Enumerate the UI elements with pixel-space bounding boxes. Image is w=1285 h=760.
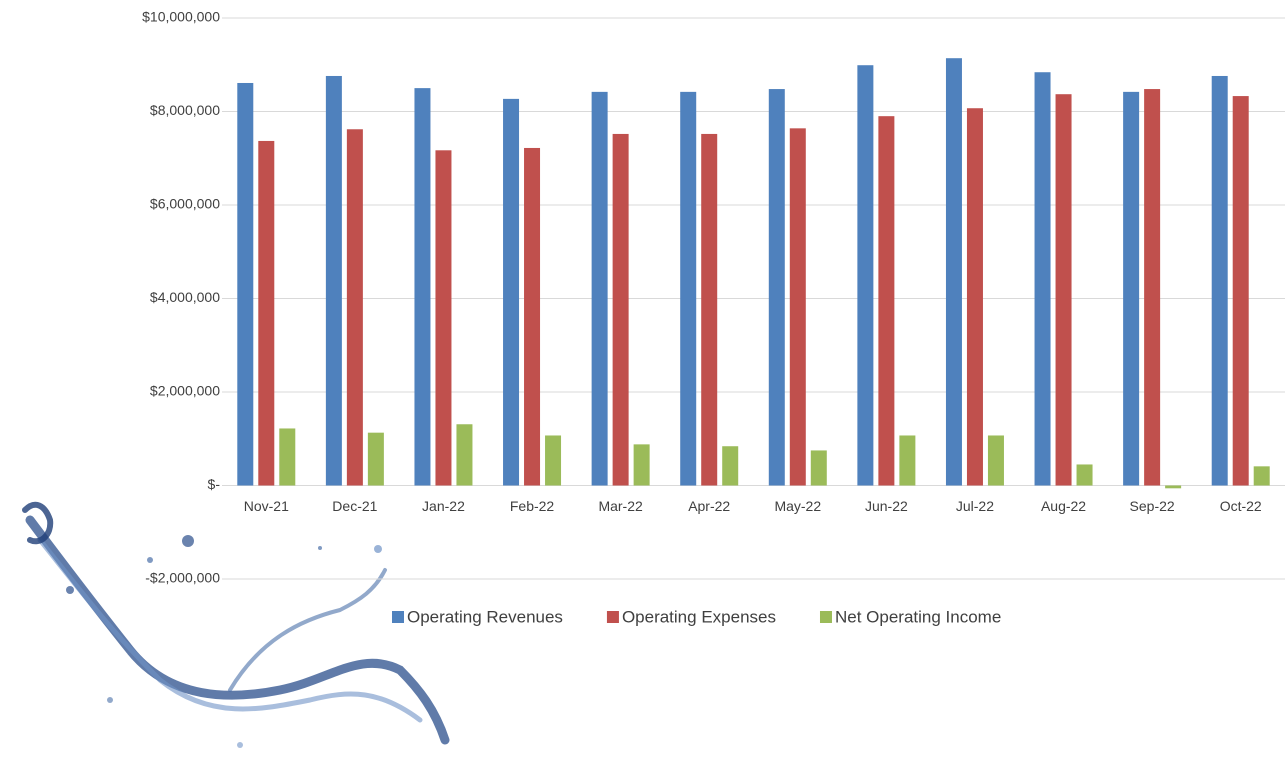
bar	[1211, 75, 1228, 486]
bar	[612, 133, 629, 486]
bar	[435, 150, 452, 486]
x-tick-label: Mar-22	[598, 498, 643, 514]
legend-swatch	[392, 611, 404, 623]
y-tick-label: $10,000,000	[142, 9, 220, 25]
bar	[545, 435, 562, 486]
bar	[945, 58, 962, 486]
x-tick-label: Aug-22	[1041, 498, 1086, 514]
bar	[237, 82, 254, 486]
bar	[591, 91, 608, 486]
bar	[367, 432, 384, 486]
bar	[279, 428, 296, 486]
legend-label: Net Operating Income	[835, 607, 1001, 626]
bar	[1232, 96, 1249, 486]
bar	[857, 65, 874, 486]
x-tick-label: May-22	[774, 498, 821, 514]
legend-label: Operating Revenues	[407, 607, 563, 626]
x-tick-label: Sep-22	[1130, 498, 1175, 514]
legend-swatch	[606, 611, 619, 623]
x-tick-label: Nov-21	[244, 498, 289, 514]
bar	[524, 147, 541, 486]
y-tick-label: $4,000,000	[150, 289, 220, 305]
legend-swatch	[819, 611, 832, 623]
bar	[1123, 91, 1140, 486]
bar	[456, 424, 473, 486]
legend-label: Operating Expenses	[622, 607, 776, 626]
x-tick-label: Oct-22	[1220, 498, 1262, 514]
y-tick-label: $-	[208, 476, 221, 492]
bar	[701, 133, 718, 486]
bar	[878, 116, 895, 486]
bar	[1055, 94, 1072, 486]
bar	[633, 444, 650, 486]
x-tick-label: Dec-21	[332, 498, 377, 514]
bar	[1253, 466, 1270, 486]
bar	[789, 128, 806, 486]
x-tick-label: Jan-22	[422, 498, 465, 514]
bar	[680, 91, 697, 486]
x-tick-label: Feb-22	[510, 498, 555, 514]
bar	[1165, 485, 1182, 489]
x-tick-label: Jul-22	[956, 498, 994, 514]
bar	[768, 89, 785, 486]
bar	[346, 129, 363, 486]
bar	[810, 450, 827, 486]
bar	[987, 435, 1004, 486]
y-tick-label: $6,000,000	[150, 196, 220, 212]
x-tick-label: Jun-22	[865, 498, 908, 514]
bar	[1034, 72, 1051, 486]
x-tick-label: Apr-22	[688, 498, 730, 514]
y-tick-label: -$2,000,000	[145, 570, 220, 586]
bar	[325, 75, 342, 486]
bar	[899, 435, 916, 486]
bar	[414, 88, 431, 486]
bar	[1076, 464, 1093, 486]
legend: Operating Revenues Operating Expenses Net …	[392, 607, 1001, 626]
y-tick-label: $8,000,000	[150, 102, 220, 118]
y-tick-label: $2,000,000	[150, 383, 220, 399]
bar	[1144, 89, 1161, 486]
bar	[258, 140, 275, 486]
water-splash	[22, 501, 450, 748]
bar	[722, 446, 739, 486]
bar	[503, 98, 520, 486]
bar	[966, 108, 983, 486]
